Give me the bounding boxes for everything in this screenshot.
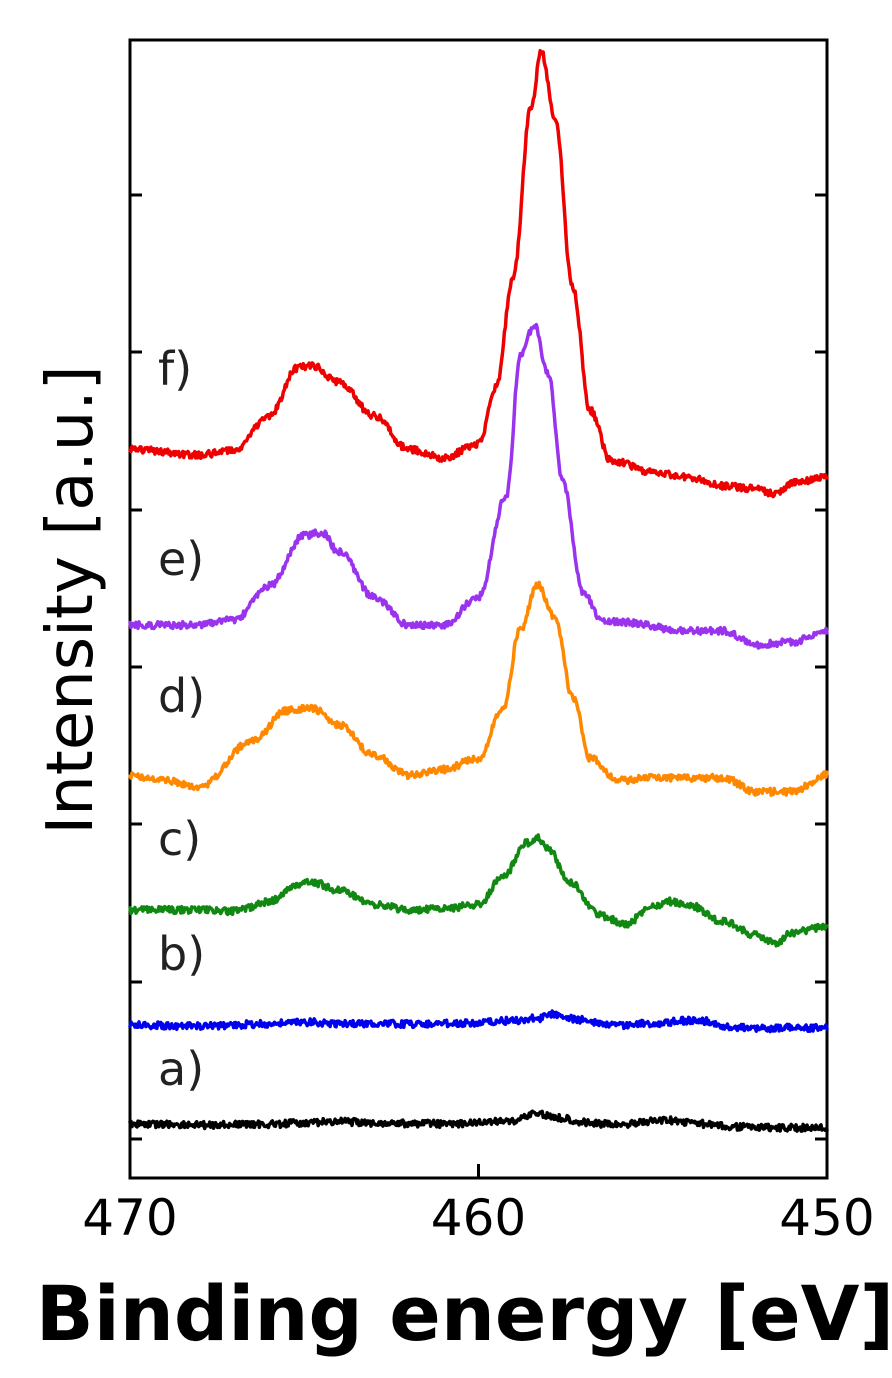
series-label-f: f) <box>158 342 192 396</box>
series-line-b <box>128 1009 829 1034</box>
series-line-e <box>128 322 829 650</box>
x-tick-label-460: 460 <box>431 1189 526 1247</box>
series-line-c <box>128 833 829 948</box>
series-label-c: c) <box>158 812 201 866</box>
series-line-f <box>128 48 829 499</box>
series-label-e: e) <box>158 532 204 586</box>
x-axis-label: Binding energy [eV] <box>36 1269 892 1358</box>
x-ticks: 470 460 450 <box>82 1164 875 1247</box>
series-group <box>128 48 829 1133</box>
x-tick-label-450: 450 <box>779 1189 874 1247</box>
series-label-b: b) <box>158 927 205 981</box>
series-label-a: a) <box>158 1042 204 1096</box>
series-line-d <box>128 580 829 797</box>
y-axis-label: Intensity [a.u.] <box>34 365 108 834</box>
series-line-a <box>128 1109 829 1133</box>
y-ticks <box>130 193 827 1141</box>
series-label-d: d) <box>158 669 205 723</box>
x-tick-label-470: 470 <box>82 1189 177 1247</box>
curve-labels: a) b) c) d) e) f) <box>158 342 205 1096</box>
plot-frame <box>128 38 829 1180</box>
